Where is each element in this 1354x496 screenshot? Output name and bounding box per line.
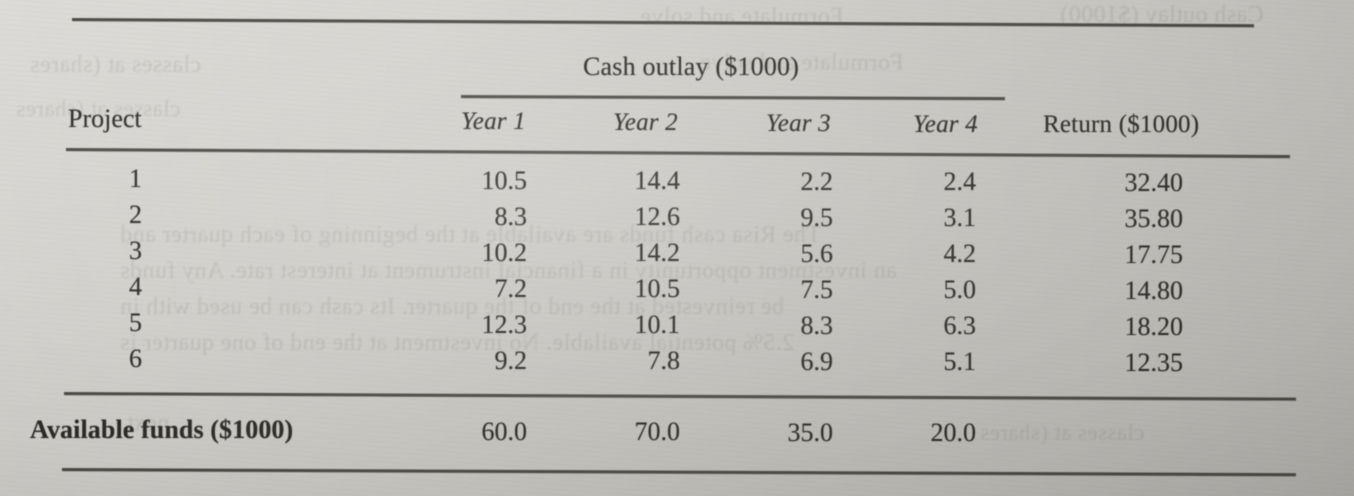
table-cell-return: 17.75 bbox=[1124, 240, 1184, 269]
table-cell-return: 32.40 bbox=[1124, 168, 1184, 197]
table-top-rule bbox=[71, 18, 1254, 28]
table-cell-year3: 9.5 bbox=[800, 203, 834, 232]
table-cell-year1: 10.2 bbox=[481, 238, 528, 267]
footer-cell-year4: 20.0 bbox=[930, 418, 977, 447]
table-cell-return: 12.35 bbox=[1124, 348, 1184, 377]
table-cell-year3: 2.2 bbox=[800, 167, 834, 196]
bleed-through-text: Formulate and solve bbox=[640, 4, 844, 30]
table-cell-year4: 6.3 bbox=[943, 311, 977, 340]
table-row-project: 5 bbox=[129, 308, 142, 337]
group-header-cash-outlay: Cash outlay ($1000) bbox=[583, 52, 800, 81]
table-cell-year2: 14.4 bbox=[634, 166, 681, 195]
table-row-project: 6 bbox=[129, 344, 142, 373]
column-header-year-1: Year 1 bbox=[461, 108, 526, 135]
table-cell-year4: 3.1 bbox=[943, 203, 977, 232]
table-row-project: 4 bbox=[129, 272, 142, 301]
table-cell-year1: 7.2 bbox=[494, 274, 528, 303]
table-cell-year4: 5.0 bbox=[943, 275, 977, 304]
column-header-year-2: Year 2 bbox=[613, 109, 678, 136]
footer-label-available-funds: Available funds ($1000) bbox=[30, 415, 294, 444]
table-cell-year4: 2.4 bbox=[943, 167, 977, 196]
column-header-year-4: Year 4 bbox=[913, 111, 978, 138]
table-cell-year2: 12.6 bbox=[634, 202, 681, 231]
group-header-rule bbox=[460, 95, 1006, 100]
table-row-project: 3 bbox=[129, 236, 142, 265]
header-bottom-rule bbox=[65, 148, 1290, 159]
table-cell-year2: 10.1 bbox=[634, 310, 681, 339]
column-header-return: Return ($1000) bbox=[1043, 111, 1200, 138]
table-cell-year2: 10.5 bbox=[634, 274, 681, 303]
table-cell-year4: 4.2 bbox=[943, 239, 977, 268]
table-bottom-rule bbox=[61, 468, 1296, 477]
table-cell-year2: 14.2 bbox=[634, 238, 681, 267]
column-header-year-3: Year 3 bbox=[766, 110, 831, 137]
footer-cell-year2: 70.0 bbox=[634, 417, 681, 446]
table-cell-year3: 7.5 bbox=[800, 275, 834, 304]
bleed-through-text: classes at (shares bbox=[980, 420, 1145, 445]
table-row-project: 1 bbox=[129, 164, 142, 193]
table-cell-year1: 12.3 bbox=[481, 310, 528, 339]
column-header-project: Project bbox=[68, 104, 142, 133]
table-cell-year1: 10.5 bbox=[481, 166, 528, 195]
table-cell-return: 18.20 bbox=[1124, 312, 1184, 341]
table-cell-year2: 7.8 bbox=[647, 346, 681, 375]
bleed-through-text: classes at (shares bbox=[30, 52, 202, 78]
table-cell-year4: 5.1 bbox=[943, 347, 977, 376]
footer-top-rule bbox=[63, 392, 1296, 401]
table-cell-year1: 8.3 bbox=[494, 202, 528, 231]
table-row-project: 2 bbox=[129, 200, 142, 229]
footer-cell-year1: 60.0 bbox=[481, 417, 528, 446]
table-cell-year3: 8.3 bbox=[800, 311, 834, 340]
table-cell-return: 35.80 bbox=[1124, 204, 1184, 233]
table-cell-year3: 5.6 bbox=[800, 239, 834, 268]
table-cell-year1: 9.2 bbox=[494, 346, 528, 375]
table-cell-return: 14.80 bbox=[1124, 276, 1184, 305]
table-cell-year3: 6.9 bbox=[800, 347, 834, 376]
footer-cell-year3: 35.0 bbox=[787, 418, 834, 447]
